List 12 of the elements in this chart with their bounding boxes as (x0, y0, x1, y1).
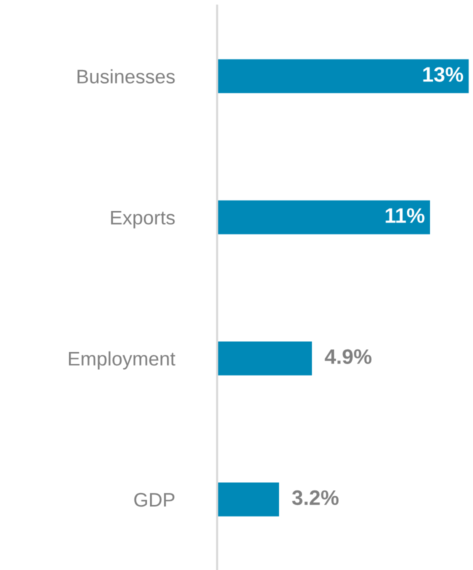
data-label: 4.9% (324, 349, 372, 364)
y-tick-label: Exports (111, 210, 175, 228)
data-label: 11% (386, 208, 424, 223)
data-label: 3.2% (292, 490, 339, 506)
bar (217, 341, 312, 376)
bar (217, 59, 469, 94)
y-tick-label: Employment (68, 351, 176, 370)
data-label: 13% (423, 67, 464, 82)
y-tick-label: GDP (134, 492, 174, 507)
bar (217, 482, 280, 516)
y-tick-label: Businesses (78, 69, 175, 84)
bar (217, 200, 430, 234)
